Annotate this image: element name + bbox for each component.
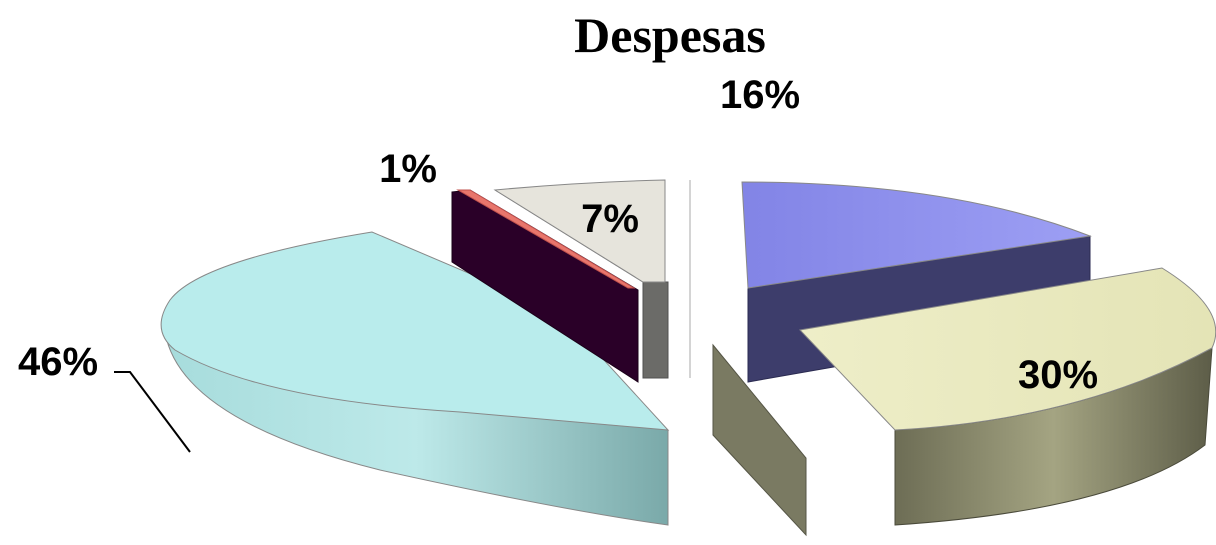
slice-46-top: [160, 231, 670, 431]
slice-30-top: [798, 267, 1216, 431]
slice-label-46: 46%: [18, 340, 98, 384]
slice-label-16: 16%: [720, 73, 800, 117]
slice-olive-wedge: [712, 343, 807, 537]
slice-label-30: 30%: [1018, 353, 1098, 397]
slice-label-7: 7%: [581, 197, 639, 241]
chart-title: Despesas: [574, 7, 766, 63]
slice-label-1: 1%: [379, 147, 437, 191]
slices-layer: [160, 179, 1216, 537]
leader-line-46: [114, 371, 191, 453]
slice-7-top: [493, 179, 666, 283]
slice-16-top: [741, 181, 1092, 289]
slice-1-red: [456, 189, 636, 289]
